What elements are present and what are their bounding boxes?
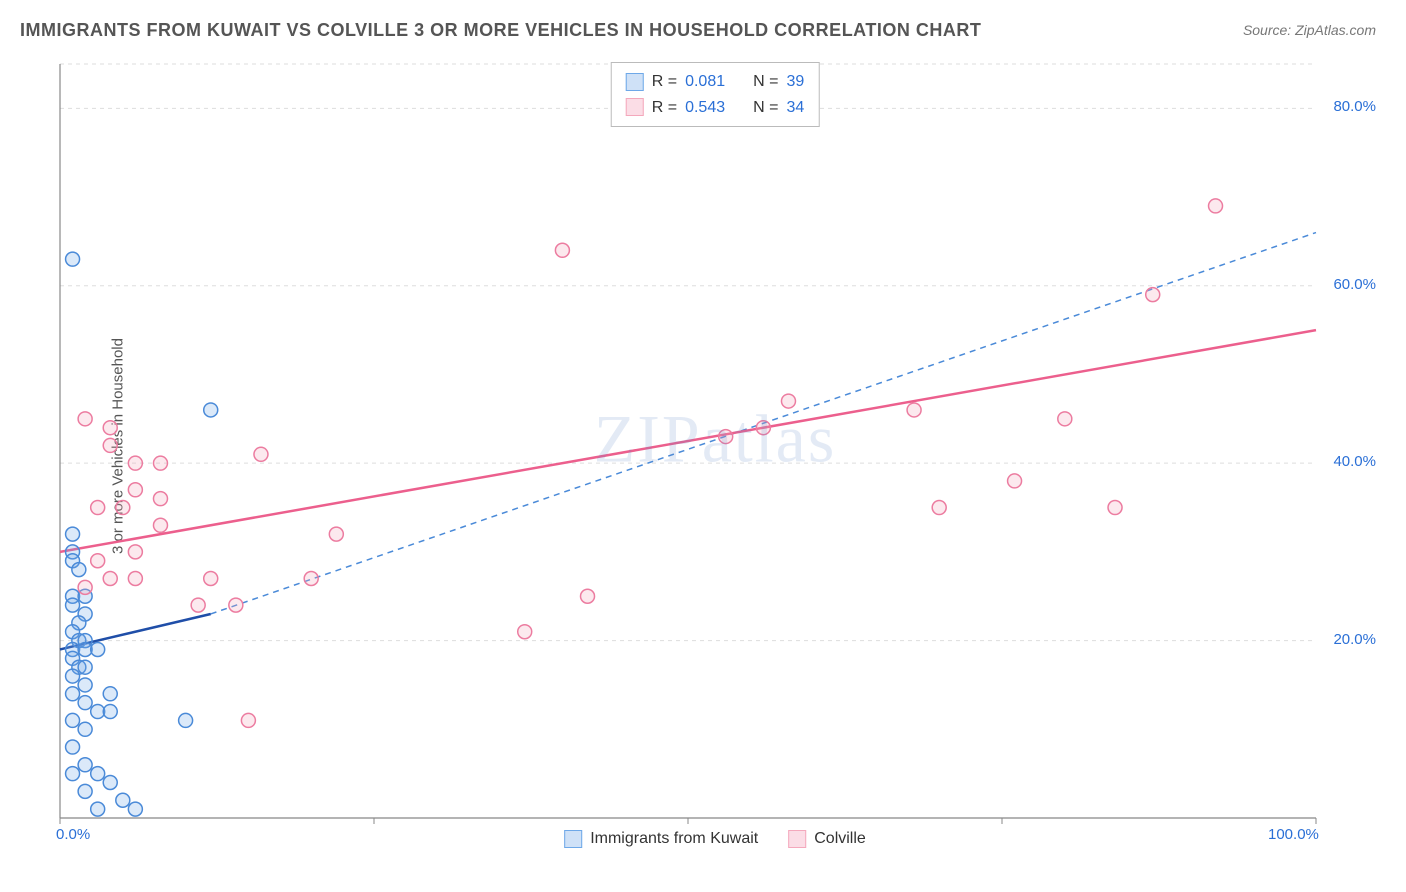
r-label: R = xyxy=(652,95,677,121)
chart-title: IMMIGRANTS FROM KUWAIT VS COLVILLE 3 OR … xyxy=(20,20,1376,41)
source-label: Source: ZipAtlas.com xyxy=(1243,22,1376,38)
scatter-plot xyxy=(54,58,1376,852)
legend-swatch xyxy=(788,830,806,848)
chart-container: IMMIGRANTS FROM KUWAIT VS COLVILLE 3 OR … xyxy=(0,0,1406,892)
y-tick-label: 80.0% xyxy=(1333,98,1376,115)
legend-swatch xyxy=(564,830,582,848)
chart-area: ZIPatlas R = 0.081 N = 39 R = 0.543 N = … xyxy=(54,58,1376,852)
legend-swatch xyxy=(626,98,644,116)
x-tick-label: 100.0% xyxy=(1268,826,1319,843)
legend-item: Immigrants from Kuwait xyxy=(564,830,758,848)
legend-item: Colville xyxy=(788,830,866,848)
legend-row: R = 0.543 N = 34 xyxy=(626,95,805,121)
legend-row: R = 0.081 N = 39 xyxy=(626,69,805,95)
legend-series: Immigrants from Kuwait Colville xyxy=(564,830,866,848)
y-tick-label: 20.0% xyxy=(1333,631,1376,648)
y-tick-label: 40.0% xyxy=(1333,453,1376,470)
legend-correlation: R = 0.081 N = 39 R = 0.543 N = 34 xyxy=(611,62,820,127)
r-value: 0.081 xyxy=(685,69,725,95)
n-label: N = xyxy=(753,95,778,121)
y-tick-label: 60.0% xyxy=(1333,276,1376,293)
r-value: 0.543 xyxy=(685,95,725,121)
legend-label: Immigrants from Kuwait xyxy=(590,830,758,848)
x-tick-label: 0.0% xyxy=(56,826,90,843)
legend-swatch xyxy=(626,73,644,91)
n-label: N = xyxy=(753,69,778,95)
legend-label: Colville xyxy=(814,830,866,848)
n-value: 34 xyxy=(786,95,804,121)
n-value: 39 xyxy=(786,69,804,95)
r-label: R = xyxy=(652,69,677,95)
